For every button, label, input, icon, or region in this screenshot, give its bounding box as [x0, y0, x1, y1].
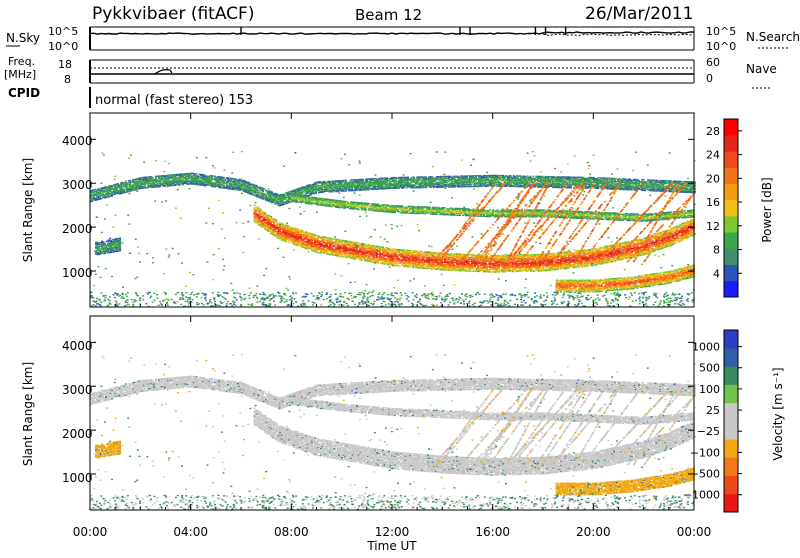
- freq-tick-top: 18: [58, 58, 72, 71]
- power-cell: [270, 216, 272, 217]
- power-cell: [117, 183, 119, 184]
- noise-right-label: N.Search: [746, 30, 800, 44]
- power-cell: [271, 191, 273, 192]
- power-cell: [425, 176, 427, 177]
- cpid-value: normal (fast stereo) 153: [95, 93, 253, 108]
- power-cell: [264, 188, 266, 189]
- power-cell: [317, 239, 319, 240]
- power-cell: [346, 246, 348, 247]
- power-cell: [643, 179, 645, 180]
- power-cell: [252, 193, 254, 194]
- power-cell: [249, 182, 251, 183]
- power-cell: [510, 175, 512, 176]
- freq-label-line1: Freq.: [8, 55, 35, 68]
- power-cell: [319, 236, 321, 237]
- power-cell: [288, 225, 290, 226]
- power-cell: [328, 252, 330, 253]
- power-cell: [331, 238, 333, 239]
- power-cell: [532, 176, 534, 177]
- power-cell: [345, 180, 347, 181]
- noise-left-tick-top: 10^5: [48, 25, 78, 38]
- power-panel: Slant Range [km] 1000 2000 3000 4000: [21, 113, 696, 307]
- noise-right-tick-bottom: 10^0: [706, 40, 736, 53]
- power-cell: [256, 185, 258, 186]
- power-cell: [122, 188, 124, 189]
- power-cell: [338, 239, 340, 240]
- power-cell: [413, 176, 415, 177]
- cpid-label: CPID: [8, 86, 40, 100]
- power-cell: [260, 209, 262, 210]
- power-cell: [256, 188, 258, 189]
- power-cell: [101, 198, 103, 199]
- power-cell: [129, 180, 131, 181]
- power-cell: [471, 184, 473, 185]
- nave-tick-top: 60: [706, 56, 720, 69]
- noise-left-label: N.Sky: [6, 31, 40, 45]
- power-cell: [214, 176, 216, 177]
- beam-title: Beam 12: [355, 6, 422, 24]
- noise-right-tick-top: 10^5: [706, 25, 736, 38]
- power-cell: [152, 177, 154, 178]
- power-cell: [529, 176, 531, 177]
- power-cell: [362, 179, 364, 180]
- nave-tick-bottom: 0: [706, 72, 713, 85]
- power-cell: [282, 223, 284, 224]
- power-cell: [258, 190, 260, 191]
- power-cell: [283, 194, 285, 195]
- noise-panel: N.Sky 10^5 10^0 10^5 10^0 N.Search: [6, 25, 800, 53]
- power-cell: [570, 186, 572, 187]
- power-cell: [323, 241, 325, 242]
- noise-sky-trace: [90, 27, 694, 36]
- freq-panel: Freq. [MHz] 18 8 60 0 Nave CPID normal (…: [4, 55, 777, 108]
- power-cell: [223, 184, 225, 185]
- date-title: 26/Mar/2011: [585, 4, 693, 24]
- power-cell: [302, 230, 304, 231]
- power-cell: [254, 205, 256, 206]
- noise-left-tick-bottom: 10^0: [48, 40, 78, 53]
- power-cell: [276, 220, 278, 221]
- power-cell: [407, 177, 409, 178]
- power-cell: [297, 229, 299, 230]
- freq-label-line2: [MHz]: [4, 68, 36, 81]
- power-heatmap: [90, 151, 696, 307]
- power-cell: [196, 173, 198, 174]
- power-cell: [288, 242, 290, 243]
- nave-label: Nave: [746, 62, 777, 76]
- power-cell: [223, 177, 225, 178]
- power-cell: [332, 248, 334, 249]
- power-cell: [264, 212, 266, 213]
- freq-tick-bottom: 8: [64, 73, 71, 86]
- station-title: Pykkvibaer (fitACF): [92, 4, 254, 24]
- power-cell: [358, 242, 360, 243]
